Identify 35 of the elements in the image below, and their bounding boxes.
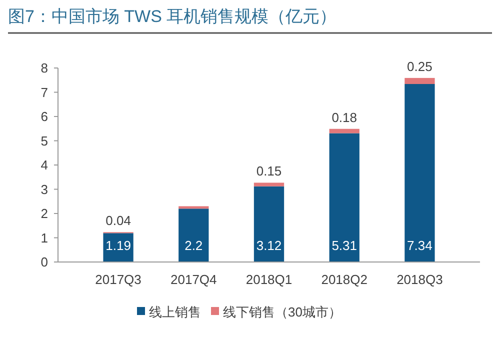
data-label: 0.18 <box>332 110 358 125</box>
data-label: 0.25 <box>407 58 432 74</box>
y-tick-label: 4 <box>40 158 48 173</box>
bar <box>254 186 284 262</box>
bar <box>404 84 435 262</box>
bar <box>329 128 360 134</box>
x-tick-label: 2018Q2 <box>321 272 368 287</box>
y-tick-label: 3 <box>40 182 48 197</box>
data-label: 0.04 <box>106 213 131 228</box>
data-label: 3.12 <box>256 238 282 253</box>
y-tick-label: 1 <box>40 230 48 246</box>
x-tick-label: 2018Q3 <box>396 272 443 287</box>
y-tick-label: 8 <box>40 60 48 76</box>
legend-label: 线上销售 <box>149 304 201 320</box>
chart-title: 图7：中国市场 TWS 耳机销售规模（亿元） <box>8 7 337 26</box>
data-label: 7.34 <box>407 238 432 253</box>
x-tick-label: 2018Q1 <box>246 272 292 287</box>
bar <box>329 133 360 262</box>
y-tick-label: 6 <box>40 109 48 124</box>
data-label: 1.19 <box>106 238 131 253</box>
bar <box>254 182 284 186</box>
data-label: 2.2 <box>184 238 203 253</box>
x-tick-label: 2017Q3 <box>95 272 142 287</box>
y-tick-label: 5 <box>40 133 48 148</box>
y-tick-label: 0 <box>40 254 48 270</box>
data-label: 0.15 <box>256 164 282 179</box>
y-tick-label: 2 <box>40 206 48 222</box>
y-tick-label: 7 <box>40 84 48 100</box>
data-label: 5.31 <box>332 238 358 253</box>
legend-label: 线下销售（30城市） <box>223 304 342 320</box>
bar <box>404 78 435 84</box>
bar <box>103 233 134 262</box>
x-tick-label: 2017Q4 <box>170 272 217 287</box>
bar <box>178 206 209 209</box>
bar <box>178 208 209 262</box>
